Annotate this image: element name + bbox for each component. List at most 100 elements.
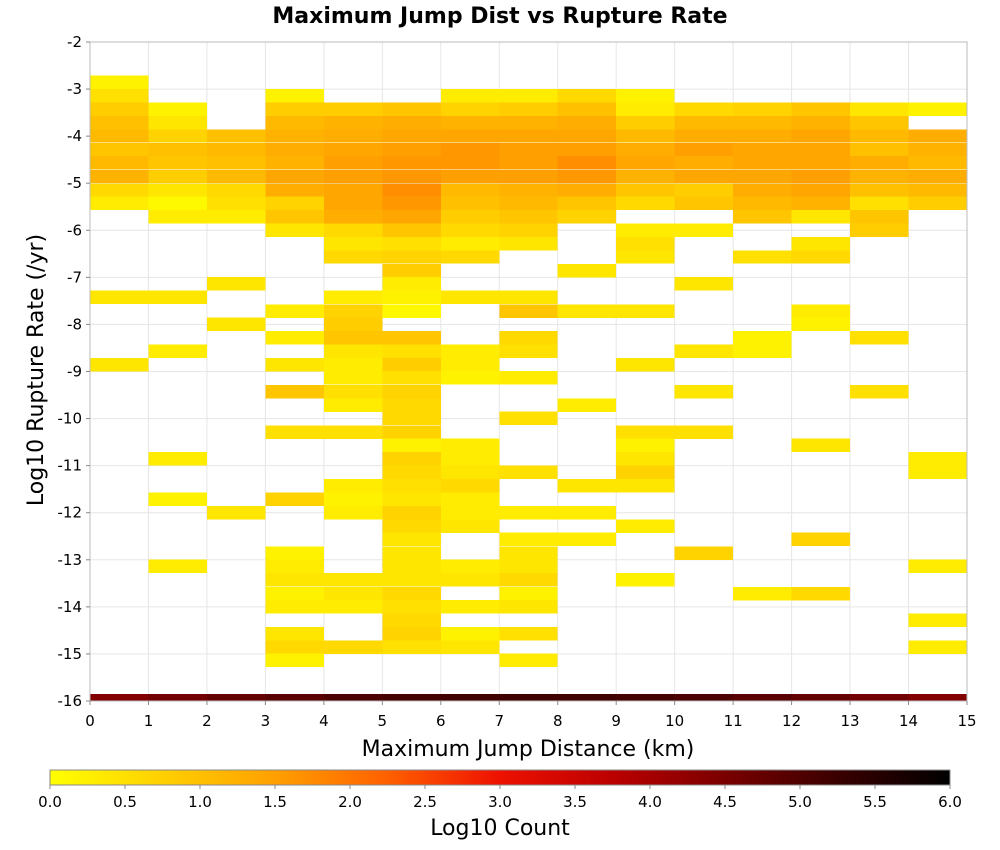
heatmap-cell	[382, 129, 441, 143]
heatmap-cell	[90, 358, 149, 372]
y-tick-label: -9	[67, 363, 82, 381]
heatmap-cell	[323, 492, 383, 507]
heatmap-cell	[265, 304, 324, 318]
heatmap-cell	[616, 88, 675, 103]
heatmap-cell	[850, 384, 909, 399]
heatmap-cell	[616, 358, 675, 372]
heatmap-cell	[674, 196, 734, 211]
heatmap-cell	[557, 142, 617, 157]
heatmap-cell	[90, 88, 149, 103]
heatmap-cell	[557, 183, 617, 197]
heatmap-cell	[850, 142, 909, 157]
heatmap-cell	[148, 452, 207, 466]
heatmap-cell	[148, 129, 207, 143]
y-tick-label: -14	[58, 598, 83, 616]
heatmap-cell	[148, 169, 207, 184]
colorbar-tick-label: 5.5	[863, 793, 887, 811]
heatmap-cell	[791, 129, 851, 143]
heatmap-cell	[90, 75, 149, 90]
heatmap-cell	[323, 505, 383, 520]
heatmap-cell	[733, 169, 792, 184]
heatmap-cell	[440, 88, 500, 103]
heatmap-cell	[499, 304, 558, 318]
heatmap-cell	[440, 438, 500, 452]
heatmap-cell	[265, 102, 324, 116]
y-tick-label: -12	[58, 504, 83, 522]
heatmap-cell	[148, 210, 207, 224]
chart-title: Maximum Jump Dist vs Rupture Rate	[272, 4, 727, 29]
heatmap-cell	[440, 452, 500, 466]
heatmap-cell	[323, 479, 383, 493]
heatmap-cell	[499, 102, 558, 116]
heatmap-cell	[382, 142, 441, 157]
heatmap-cell	[265, 210, 324, 224]
heatmap-cell	[382, 290, 441, 305]
heatmap-cell	[674, 183, 734, 197]
heatmap-cell	[850, 116, 909, 130]
heatmap-cell	[499, 183, 558, 197]
heatmap-cell	[616, 169, 675, 184]
heatmap-cell	[90, 129, 149, 143]
heatmap-cell	[382, 425, 441, 439]
y-tick-label: -16	[58, 692, 83, 710]
heatmap-cell	[791, 304, 851, 318]
heatmap-cell	[616, 304, 675, 318]
heatmap-cell	[499, 169, 558, 184]
heatmap-cell	[148, 290, 207, 305]
heatmap-cell	[265, 546, 324, 560]
heatmap-cell	[499, 653, 558, 668]
heatmap-cell	[499, 344, 558, 358]
heatmap-cell	[850, 156, 909, 170]
heatmap-cell	[382, 169, 441, 184]
heatmap-cell	[616, 129, 675, 143]
heatmap-cell	[382, 263, 441, 278]
heatmap-bottom-band-cell	[674, 693, 734, 701]
heatmap-cell	[499, 210, 558, 224]
x-tick-label: 10	[665, 712, 684, 730]
heatmap-cell	[265, 640, 324, 654]
heatmap-cell	[791, 196, 851, 211]
heatmap-cell	[148, 196, 207, 211]
x-axis-label: Maximum Jump Distance (km)	[362, 737, 695, 762]
heatmap-cell	[323, 116, 383, 130]
heatmap-cell	[440, 465, 500, 479]
heatmap-cell	[323, 223, 383, 237]
heatmap-cell	[382, 223, 441, 237]
y-tick-label: -15	[58, 645, 83, 663]
heatmap-cell	[148, 183, 207, 197]
heatmap-cell	[265, 573, 324, 587]
heatmap-cell	[440, 250, 500, 264]
heatmap-cell	[557, 196, 617, 211]
heatmap-cell	[499, 156, 558, 170]
heatmap-cell	[616, 116, 675, 130]
heatmap-cell	[616, 183, 675, 197]
heatmap-bottom-band-cell	[206, 693, 266, 701]
heatmap-cell	[791, 250, 851, 264]
heatmap-cell	[265, 653, 324, 668]
x-tick-label: 9	[611, 712, 621, 730]
heatmap-cell	[908, 452, 967, 466]
heatmap-cell	[440, 573, 500, 587]
heatmap-cell	[265, 384, 324, 399]
heatmap-cell	[323, 102, 383, 116]
y-tick-label: -6	[67, 221, 82, 239]
y-tick-label: -7	[67, 268, 82, 286]
heatmap-cell	[674, 102, 734, 116]
heatmap-cell	[674, 546, 734, 560]
heatmap-cell	[616, 425, 675, 439]
heatmap-cell	[850, 331, 909, 345]
heatmap-cell	[265, 331, 324, 345]
heatmap-cell	[323, 573, 383, 587]
heatmap-cell	[791, 142, 851, 157]
heatmap-cell	[499, 411, 558, 426]
colorbar-tick-label: 3.5	[563, 793, 587, 811]
heatmap-bottom-band-cell	[148, 693, 207, 701]
heatmap-cell	[908, 156, 967, 170]
heatmap-cells	[90, 75, 967, 701]
heatmap-cell	[791, 102, 851, 116]
heatmap-cell	[323, 304, 383, 318]
heatmap-cell	[382, 411, 441, 426]
heatmap-cell	[499, 331, 558, 345]
heatmap-cell	[499, 546, 558, 560]
